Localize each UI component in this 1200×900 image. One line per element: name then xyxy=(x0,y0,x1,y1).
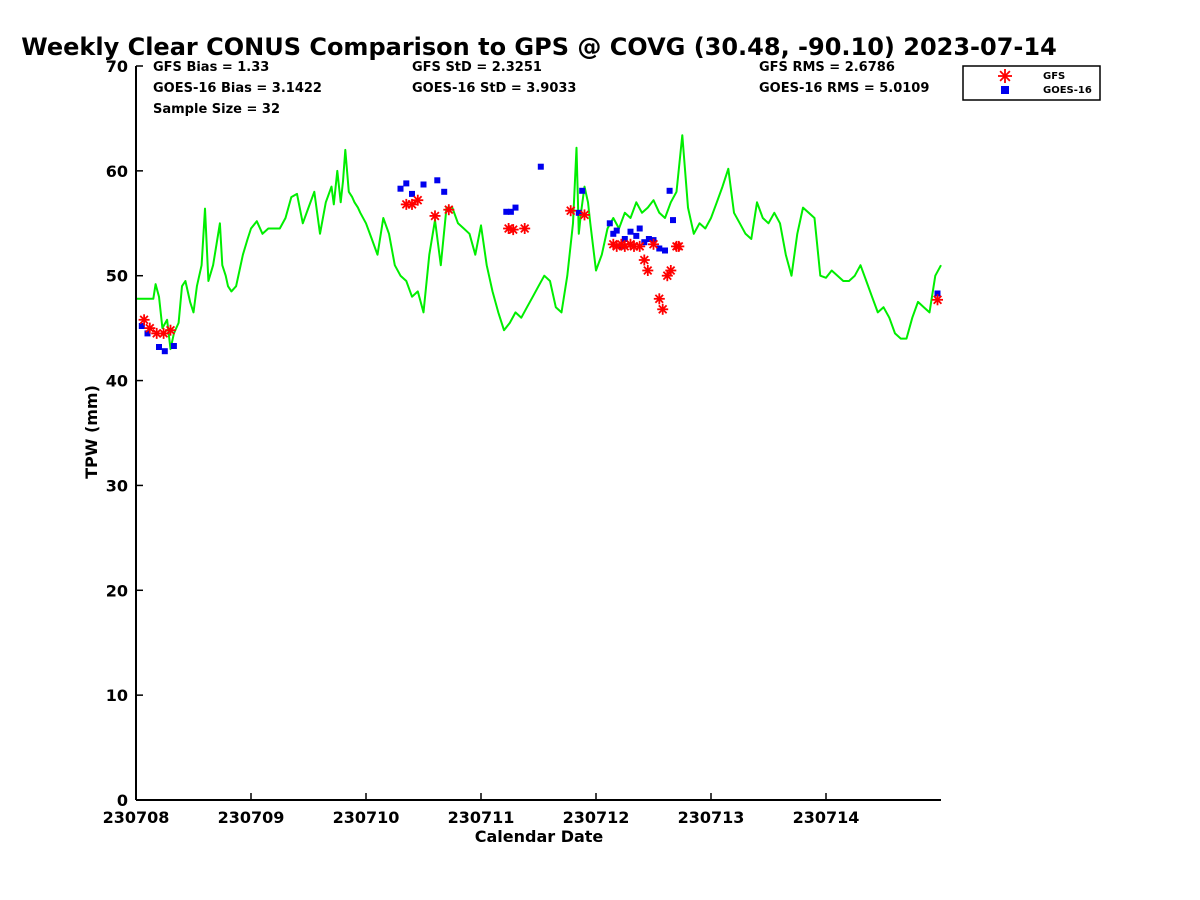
x-tick-label: 230713 xyxy=(678,808,745,827)
goes-point xyxy=(662,247,668,254)
gfs-point xyxy=(634,240,646,252)
gfs-point xyxy=(638,254,650,266)
gfs-point xyxy=(673,240,685,252)
legend-gfs-asterisk xyxy=(998,69,1012,83)
y-axis-label: TPW (mm) xyxy=(82,385,101,479)
y-axis: 0 10 20 30 40 50 60 70 xyxy=(106,57,143,810)
gfs-point xyxy=(665,265,677,276)
x-axis-label: Calendar Date xyxy=(475,827,604,846)
stats-panel: GFS Bias = 1.33 GOES-16 Bias = 3.1422 Sa… xyxy=(153,60,929,117)
goes-point xyxy=(397,185,404,192)
gfs-point xyxy=(165,324,176,336)
goes-point xyxy=(670,217,676,224)
gfs-point xyxy=(144,322,156,334)
gfs-point xyxy=(138,314,150,326)
gps-series-line xyxy=(136,134,942,351)
goes-point xyxy=(170,343,177,349)
gfs-point xyxy=(507,224,519,236)
gfs-rms-stat: GFS RMS = 2.6786 xyxy=(759,60,895,75)
goes-bias-stat: GOES-16 Bias = 3.1422 xyxy=(153,81,322,96)
sample-size-stat: Sample Size = 32 xyxy=(153,102,280,117)
goes-point xyxy=(403,180,410,187)
goes-std-stat: GOES-16 StD = 3.9033 xyxy=(412,81,576,96)
gfs-point xyxy=(657,303,669,315)
goes-point xyxy=(610,230,617,237)
goes-point xyxy=(579,187,586,194)
legend-goes-label: GOES-16 xyxy=(1043,85,1092,96)
gfs-point xyxy=(412,194,424,206)
gfs-point xyxy=(579,209,590,221)
goes-point xyxy=(512,204,519,211)
legend-goes-marker xyxy=(1001,86,1009,94)
gfs-point xyxy=(519,223,531,234)
goes-point xyxy=(641,239,648,246)
x-tick-label: 230708 xyxy=(103,808,170,827)
plot-area xyxy=(136,134,943,355)
y-tick-label: 40 xyxy=(106,372,128,391)
legend-gfs-marker xyxy=(998,69,1012,83)
y-tick-label: 10 xyxy=(106,686,128,705)
legend-goes-square xyxy=(1001,86,1009,94)
gfs-std-stat: GFS StD = 2.3251 xyxy=(412,60,542,75)
goes-point xyxy=(138,323,145,329)
x-tick-label: 230711 xyxy=(448,808,515,827)
gfs-point xyxy=(648,238,659,250)
goes-point xyxy=(144,330,151,337)
goes-point xyxy=(666,187,673,194)
x-tick-label: 230709 xyxy=(218,808,285,827)
goes-point xyxy=(156,344,162,350)
goes-point xyxy=(606,220,613,227)
goes-point xyxy=(633,232,640,239)
x-tick-label: 230712 xyxy=(563,808,630,827)
goes-point xyxy=(441,188,448,195)
gfs-point xyxy=(565,205,577,217)
goes-point xyxy=(537,163,544,170)
y-tick-label: 70 xyxy=(106,57,128,76)
gfs-point xyxy=(406,198,418,210)
gfs-point xyxy=(429,210,441,222)
goes-point xyxy=(934,290,941,297)
gfs-point xyxy=(443,204,455,216)
goes-point xyxy=(507,208,514,215)
x-axis: 230708 230709 230710 230711 230712 230713 2307… xyxy=(103,793,941,827)
gfs-point xyxy=(642,265,654,276)
y-tick-label: 20 xyxy=(106,581,128,600)
gfs-point xyxy=(653,293,665,305)
goes-point xyxy=(656,245,663,252)
legend-gfs-label: GFS xyxy=(1043,71,1065,82)
goes-point xyxy=(613,227,620,234)
goes-point xyxy=(636,225,643,232)
y-tick-label: 0 xyxy=(117,791,128,810)
goes-point xyxy=(503,208,510,215)
goes-point xyxy=(161,348,168,355)
goes-point xyxy=(434,177,441,184)
goes-point xyxy=(645,236,652,242)
gfs-point xyxy=(932,294,943,306)
goes-rms-stat: GOES-16 RMS = 5.0109 xyxy=(759,81,929,96)
x-tick-label: 230710 xyxy=(333,808,400,827)
goes-point xyxy=(627,228,634,235)
goes-point xyxy=(621,236,628,242)
chart-title: Weekly Clear CONUS Comparison to GPS @ C… xyxy=(21,33,1057,61)
gfs-bias-stat: GFS Bias = 1.33 xyxy=(153,60,269,75)
legend-box xyxy=(962,65,1101,101)
goes-point xyxy=(420,181,427,188)
goes-point xyxy=(575,209,582,216)
y-tick-label: 50 xyxy=(106,267,128,286)
goes-point xyxy=(409,190,415,197)
y-tick-label: 60 xyxy=(106,162,128,181)
y-tick-label: 30 xyxy=(106,476,128,495)
legend: GFS GOES-16 xyxy=(962,65,1101,101)
x-tick-label: 230714 xyxy=(793,808,860,827)
